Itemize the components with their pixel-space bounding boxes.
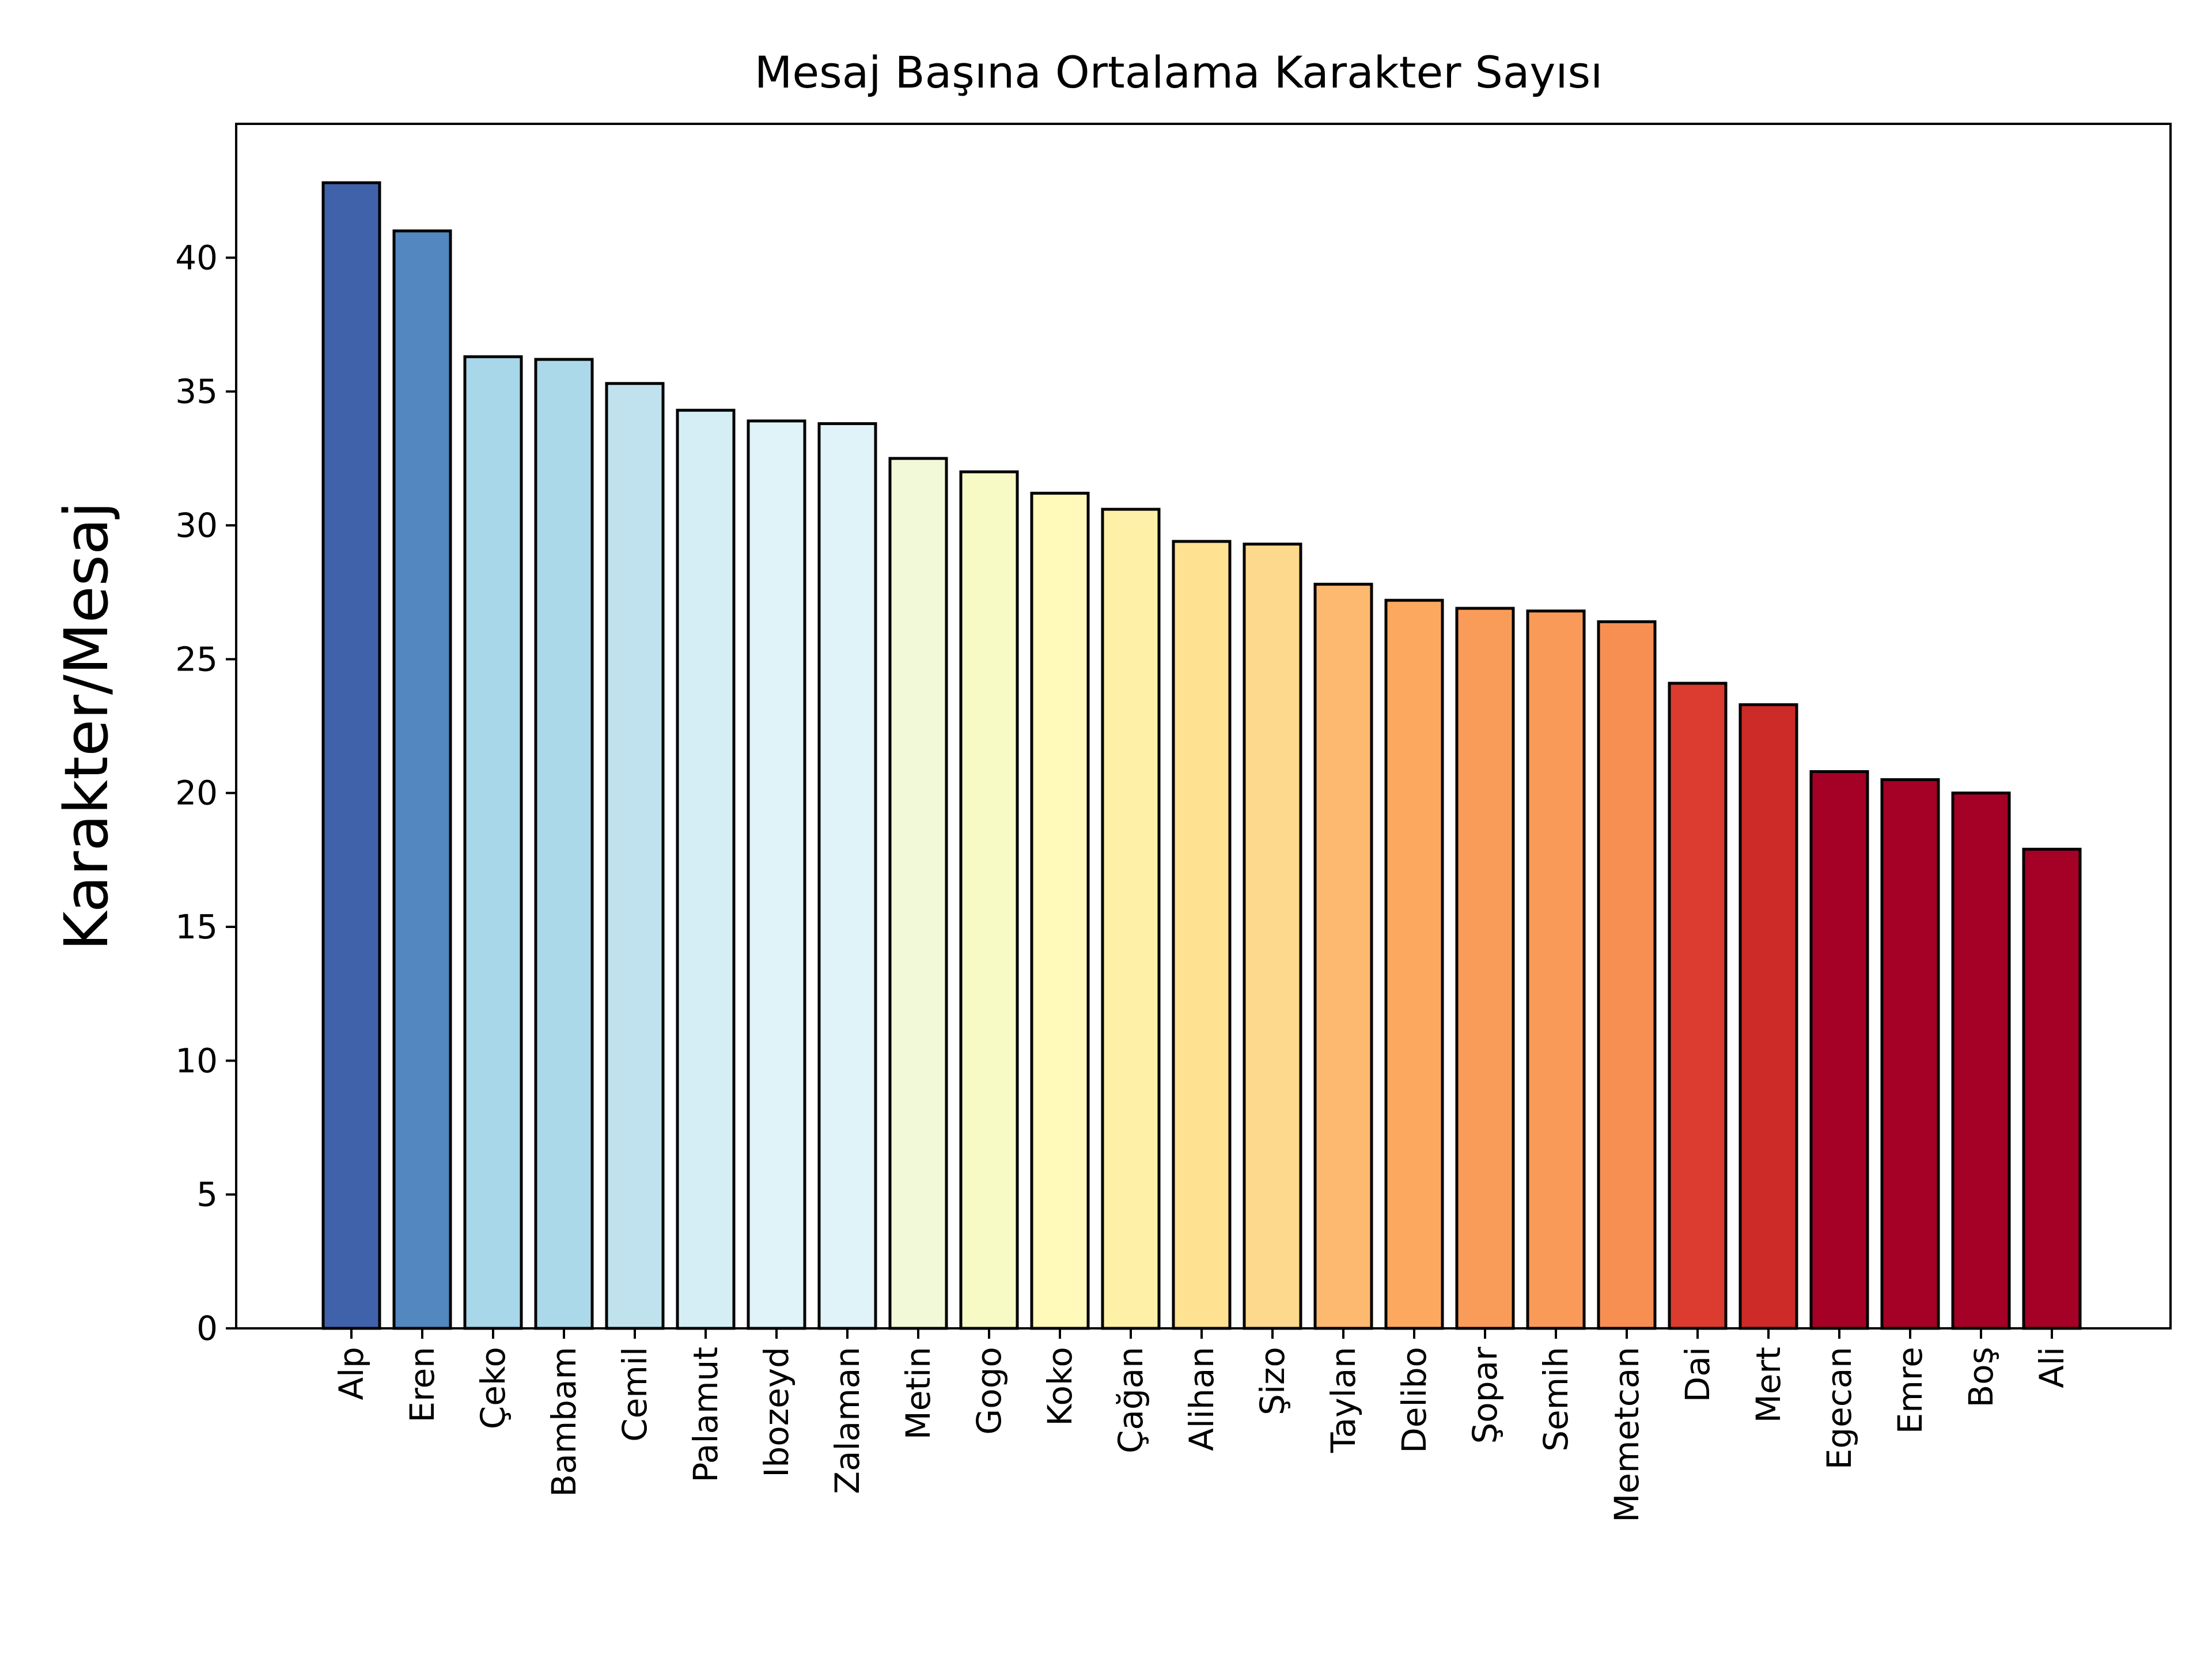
bar-11 bbox=[1101, 507, 1161, 1330]
x-tick-label-10: Koko bbox=[1040, 1347, 1080, 1426]
plot-frame bbox=[235, 123, 2172, 1330]
chart-title: Mesaj Başına Ortalama Karakter Sayısı bbox=[754, 47, 1603, 98]
bar-6 bbox=[747, 419, 806, 1330]
bar-19 bbox=[1668, 681, 1728, 1330]
y-tick-label-7: 35 bbox=[175, 372, 218, 411]
x-tick-label-11: Çağan bbox=[1111, 1347, 1150, 1453]
bar-1 bbox=[392, 229, 452, 1330]
x-tick-label-0: Alp bbox=[332, 1347, 371, 1400]
bar-24 bbox=[2022, 847, 2082, 1330]
bar-2 bbox=[463, 355, 523, 1330]
bar-21 bbox=[1809, 770, 1869, 1330]
x-tick-label-9: Gogo bbox=[969, 1347, 1009, 1435]
x-tick-label-16: Şopar bbox=[1465, 1347, 1505, 1444]
y-tick-label-6: 30 bbox=[175, 506, 218, 545]
bar-23 bbox=[1951, 791, 2011, 1330]
bar-3 bbox=[534, 358, 594, 1330]
x-tick-label-8: Metin bbox=[899, 1347, 938, 1440]
y-tick-label-0: 0 bbox=[196, 1309, 218, 1348]
bar-17 bbox=[1526, 609, 1586, 1330]
bar-12 bbox=[1172, 540, 1232, 1330]
x-tick-label-18: Memetcan bbox=[1607, 1347, 1646, 1522]
bar-8 bbox=[888, 457, 948, 1330]
x-tick-label-14: Taylan bbox=[1324, 1347, 1363, 1453]
y-tick-label-3: 15 bbox=[175, 907, 218, 946]
x-tick-label-1: Eren bbox=[403, 1347, 442, 1423]
y-axis: 0 5 10 15 20 25 30 35 40 bbox=[175, 238, 236, 1348]
x-axis: Alp Eren Çeko Bambam Cemil Palamut Ibozeyd Zala… bbox=[332, 1328, 2071, 1522]
x-tick-label-2: Çeko bbox=[474, 1347, 513, 1429]
y-tick-label-8: 40 bbox=[175, 238, 218, 277]
x-tick-label-5: Palamut bbox=[686, 1347, 725, 1483]
x-tick-label-22: Emre bbox=[1891, 1347, 1930, 1434]
bar-9 bbox=[959, 470, 1019, 1330]
y-tick-label-2: 10 bbox=[175, 1041, 218, 1080]
x-tick-label-3: Bambam bbox=[544, 1347, 584, 1497]
bar-18 bbox=[1597, 620, 1657, 1330]
y-axis-label: Karakter/Mesaj bbox=[51, 502, 122, 951]
x-tick-label-20: Mert bbox=[1749, 1347, 1788, 1423]
x-tick-label-12: Alihan bbox=[1182, 1347, 1221, 1451]
x-tick-label-24: Ali bbox=[2032, 1347, 2071, 1388]
bar-0 bbox=[321, 181, 381, 1330]
bar-13 bbox=[1243, 543, 1302, 1330]
x-tick-label-7: Zalaman bbox=[828, 1347, 867, 1494]
x-tick-label-4: Cemil bbox=[615, 1347, 654, 1442]
x-tick-label-13: Şizo bbox=[1253, 1347, 1292, 1415]
bar-15 bbox=[1384, 599, 1444, 1330]
x-tick-label-23: Boş bbox=[1961, 1347, 2001, 1408]
x-tick-label-15: Delibo bbox=[1395, 1347, 1434, 1453]
bar-10 bbox=[1030, 491, 1090, 1330]
bar-22 bbox=[1880, 778, 1940, 1330]
bar-4 bbox=[605, 382, 665, 1330]
x-tick-label-6: Ibozeyd bbox=[757, 1347, 796, 1478]
y-tick-label-4: 20 bbox=[175, 774, 218, 813]
bar-7 bbox=[817, 422, 877, 1330]
y-tick-label-5: 25 bbox=[175, 639, 218, 679]
x-tick-label-19: Dai bbox=[1678, 1347, 1717, 1402]
x-tick-label-17: Semih bbox=[1536, 1347, 1575, 1452]
bar-16 bbox=[1455, 607, 1515, 1330]
y-tick-label-1: 5 bbox=[196, 1175, 218, 1214]
bars-group bbox=[321, 181, 2082, 1330]
bar-14 bbox=[1313, 582, 1373, 1330]
bar-20 bbox=[1738, 703, 1798, 1330]
x-tick-label-21: Egecan bbox=[1820, 1347, 1859, 1469]
bar-5 bbox=[676, 408, 736, 1330]
